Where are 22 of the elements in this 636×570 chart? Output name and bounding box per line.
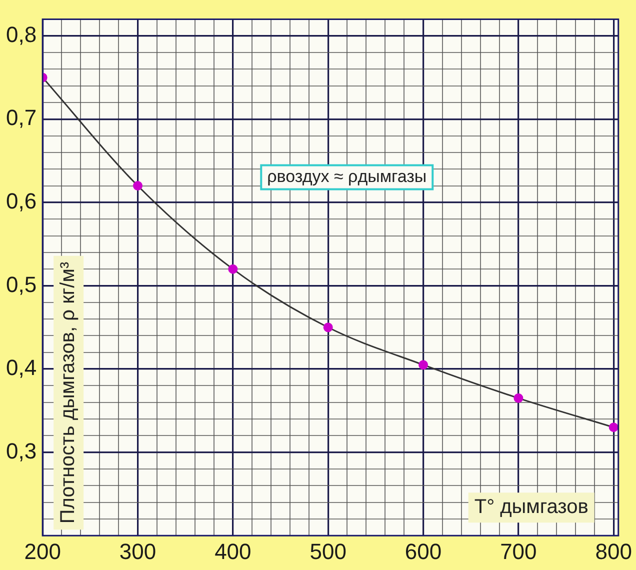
point [418, 360, 428, 370]
x-tick-label: 200 [24, 538, 61, 564]
point [228, 264, 238, 274]
x-tick-label: 300 [119, 538, 156, 564]
y-axis-title: Плотность дымгазов, ρ кг/м³ [57, 262, 80, 524]
x-tick-label: 700 [500, 538, 537, 564]
y-tick-label: 0,8 [6, 22, 37, 47]
annotation: ρвоздух ≈ ρдымгазы [267, 166, 427, 186]
y-tick-label: 0,3 [6, 438, 37, 464]
y-tick-label: 0,4 [6, 355, 37, 380]
point [323, 322, 333, 332]
point [514, 393, 524, 403]
y-tick-label: 0,6 [6, 188, 37, 214]
x-tick-label: 600 [404, 538, 442, 564]
y-tick-label: 0,5 [6, 272, 37, 297]
x-tick-label: 400 [214, 538, 252, 564]
y-tick-label: 0,7 [6, 105, 37, 130]
x-axis-title: T° дымгазов [474, 496, 588, 518]
x-tick-label: 800 [595, 538, 632, 564]
point [133, 181, 143, 191]
x-tick-label: 500 [310, 538, 346, 564]
point [608, 422, 618, 432]
